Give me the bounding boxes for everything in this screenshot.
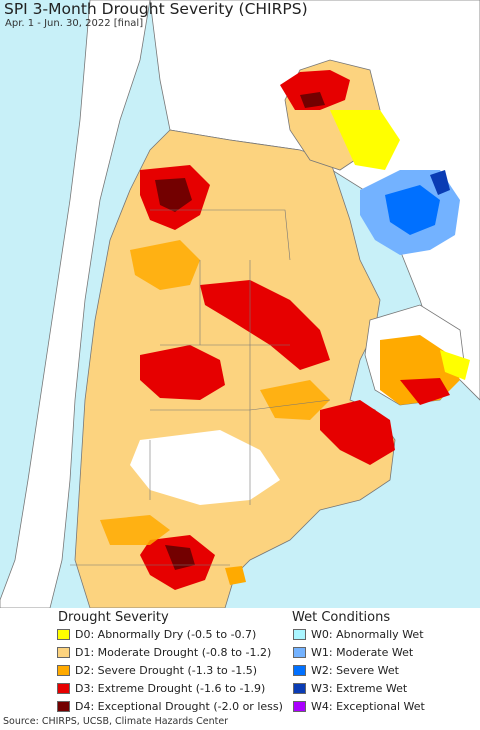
- legend-item-w4: W4: Exceptional Wet: [293, 699, 425, 713]
- swatch-d1: [57, 646, 70, 658]
- chile-land: [0, 0, 151, 608]
- patagonia-exceptional: [165, 545, 195, 570]
- legend-item-w3: W3: Extreme Wet: [293, 681, 407, 695]
- legend-item-w2: W2: Severe Wet: [293, 663, 399, 677]
- uruguay-d0: [440, 350, 470, 380]
- d2-patch-2: [260, 380, 330, 420]
- central-extreme: [200, 280, 330, 370]
- swatch-w2: [293, 664, 306, 676]
- source-credit: Source: CHIRPS, UCSB, Climate Hazards Ce…: [3, 716, 229, 727]
- legend-item-w0: W0: Abnormally Wet: [293, 627, 424, 641]
- legend-item-d2: D2: Severe Drought (-1.3 to -1.5): [57, 663, 257, 677]
- buenos-aires-extreme: [320, 400, 395, 465]
- province-borders: [70, 209, 331, 566]
- south-normal: [130, 430, 280, 505]
- legend-item-d4: D4: Exceptional Drought (-2.0 or less): [57, 699, 283, 713]
- nw-exceptional: [155, 178, 192, 212]
- west-central-extreme: [140, 345, 225, 400]
- legend-item-d1: D1: Moderate Drought (-0.8 to -1.2): [57, 645, 271, 659]
- uruguay-d3: [400, 378, 450, 405]
- north-d0: [330, 110, 400, 170]
- swatch-d3: [57, 682, 70, 694]
- swatch-w4: [293, 700, 306, 712]
- severe-wet-area: [385, 185, 440, 235]
- wet-legend-title: Wet Conditions: [292, 610, 391, 625]
- legend-item-d3: D3: Extreme Drought (-1.6 to -1.9): [57, 681, 265, 695]
- page-subtitle: Apr. 1 - Jun. 30, 2022 [final]: [5, 18, 144, 29]
- d2-patch-1: [130, 240, 200, 290]
- drought-map: [0, 0, 480, 608]
- extreme-wet-area: [430, 170, 450, 195]
- bolivia-extreme: [280, 70, 350, 110]
- swatch-d4: [57, 700, 70, 712]
- bolivia-exceptional: [300, 92, 325, 108]
- swatch-w0: [293, 628, 306, 640]
- legend: Drought Severity Wet Conditions D0: Abno…: [0, 608, 480, 714]
- swatch-d0: [57, 628, 70, 640]
- legend-item-d0: D0: Abnormally Dry (-0.5 to -0.7): [57, 627, 256, 641]
- legend-item-w1: W1: Moderate Wet: [293, 645, 413, 659]
- page-title: SPI 3-Month Drought Severity (CHIRPS): [4, 0, 308, 18]
- drought-legend-title: Drought Severity: [58, 610, 169, 625]
- swatch-w3: [293, 682, 306, 694]
- swatch-d2: [57, 664, 70, 676]
- swatch-w1: [293, 646, 306, 658]
- d2-patch-3: [100, 515, 170, 545]
- coast-d2: [225, 566, 246, 585]
